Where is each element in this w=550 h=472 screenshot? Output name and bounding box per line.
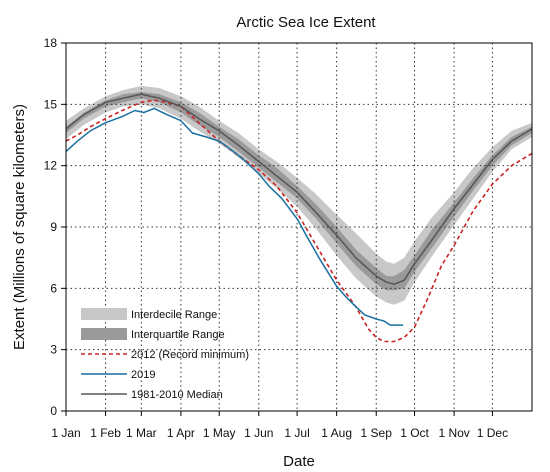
y-tick-label: 15	[44, 97, 58, 111]
x-tick-label: 1 Sep	[361, 426, 393, 440]
legend-label-2019: 2019	[131, 369, 155, 381]
legend-label-1981-2010-median: 1981-2010 Median	[131, 389, 223, 401]
y-tick-label: 12	[44, 159, 58, 173]
interquartile-range-band	[66, 92, 532, 291]
y-tick-label: 0	[50, 404, 57, 418]
y-axis: 0 3 6 9 12 15 18	[44, 36, 66, 418]
y-tick-label: 9	[50, 220, 57, 234]
x-axis-label: Date	[283, 453, 315, 470]
series-line-2012-record-minimum	[65, 99, 533, 343]
legend-swatch-interquartile-range	[81, 328, 127, 340]
x-tick-label: 1 Aug	[321, 426, 352, 440]
x-tick-label: 1 Jan	[51, 426, 80, 440]
y-tick-label: 6	[50, 281, 57, 295]
x-tick-label: 1 May	[203, 426, 236, 440]
y-axis-label: Extent (Millions of square kilometers)	[11, 104, 28, 350]
legend-label-2012-record-minimum: 2012 (Record minimum)	[131, 349, 249, 361]
x-tick-label: 1 Nov	[438, 426, 469, 440]
legend-swatch-interdecile-range	[81, 308, 127, 320]
x-tick-label: 1 Feb	[90, 426, 121, 440]
series-line-2019	[65, 107, 404, 326]
x-tick-label: 1 Oct	[400, 426, 429, 440]
grid-layer	[66, 43, 532, 411]
legend-label-interdecile-range: Interdecile Range	[131, 309, 217, 321]
legend: Interdecile Range Interquartile Range 2012…	[81, 308, 249, 401]
x-tick-label: 1 Mar	[126, 426, 157, 440]
series-layer	[65, 93, 533, 343]
x-tick-label: 1 Jul	[284, 426, 309, 440]
x-tick-label: 1 Jun	[244, 426, 273, 440]
legend-label-interquartile-range: Interquartile Range	[131, 329, 225, 341]
x-axis: 1 Jan 1 Feb 1 Mar 1 Apr 1 May 1 Jun 1 Jul 1 Aug…	[51, 411, 508, 440]
chart-title: Arctic Sea Ice Extent	[236, 14, 376, 31]
x-tick-label: 1 Apr	[167, 426, 195, 440]
series-line-1981-2010-median	[65, 93, 533, 285]
plot-area	[65, 43, 533, 411]
y-tick-label: 18	[44, 36, 58, 50]
x-tick-label: 1 Dec	[477, 426, 508, 440]
y-tick-label: 3	[50, 343, 57, 357]
